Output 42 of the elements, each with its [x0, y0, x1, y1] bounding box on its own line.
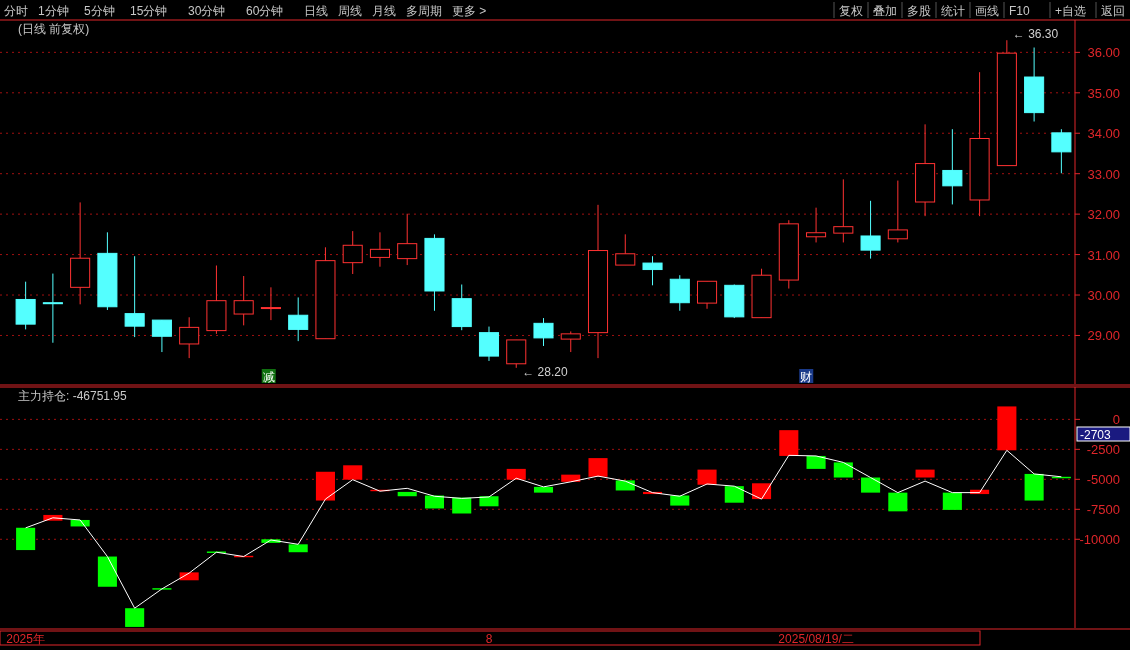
text: 60分钟	[246, 4, 284, 18]
y-tick-label: 35.00	[1087, 85, 1120, 101]
text: 5分钟	[84, 4, 115, 18]
y-tick-label: -10000	[1079, 532, 1120, 548]
y-tick-label: 0	[1112, 412, 1120, 428]
text: 多周期	[406, 4, 442, 18]
text: 多股	[907, 4, 931, 18]
text: 1分钟	[38, 4, 69, 18]
text: 画线	[975, 4, 999, 18]
text: 月线	[372, 4, 396, 18]
y-tick-label: -5000	[1086, 472, 1120, 488]
x-tick-label: 2025/08/19/二	[778, 632, 854, 646]
annotation: 财	[800, 370, 813, 384]
text: 30分钟	[188, 4, 226, 18]
text: 统计	[941, 4, 965, 18]
text: 日线	[304, 4, 328, 18]
text: 分时	[4, 4, 28, 18]
annotation: ← 28.20	[522, 364, 568, 379]
y-tick-label: 32.00	[1087, 207, 1120, 223]
x-tick-label: 2025年	[6, 632, 45, 646]
x-tick-label: 8	[485, 632, 493, 646]
text: 15分钟	[130, 4, 168, 18]
chart-title: 主力持仓: -46751.95	[18, 389, 128, 403]
y-tick-label: 30.00	[1087, 288, 1120, 304]
y-tick-label: 29.00	[1087, 328, 1120, 344]
text: 更多 >	[452, 4, 487, 18]
y-tick-label: -7500	[1086, 502, 1120, 518]
chart-title: (日线 前复权)	[18, 22, 90, 36]
text: +自选	[1055, 4, 1087, 18]
y-tick-label: 34.00	[1087, 126, 1120, 142]
y-tick-label: -2500	[1086, 442, 1120, 458]
text: 周线	[338, 4, 362, 18]
text: -2703	[1080, 428, 1112, 442]
annotation: ← 36.30	[1012, 27, 1059, 42]
annotation: 减	[262, 370, 275, 384]
y-tick-label: 33.00	[1087, 166, 1120, 182]
y-tick-label: 31.00	[1087, 247, 1120, 263]
text: 返回	[1101, 4, 1125, 18]
text: 叠加	[873, 4, 897, 18]
text: 复权	[839, 4, 863, 18]
y-tick-label: 36.00	[1087, 45, 1120, 61]
text: F10	[1009, 4, 1030, 18]
